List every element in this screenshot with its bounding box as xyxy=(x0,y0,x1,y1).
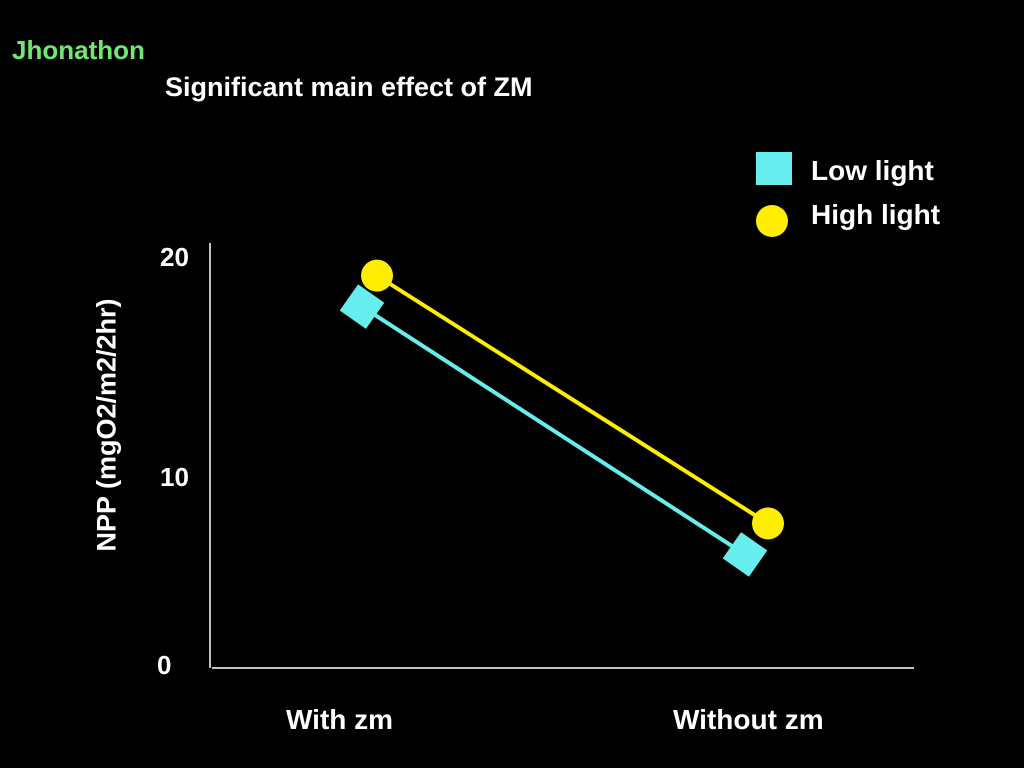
y-tick-label: 20 xyxy=(160,242,189,272)
x-tick-label: Without zm xyxy=(673,704,824,735)
chart-title: Significant main effect of ZM xyxy=(165,72,533,102)
legend-square-icon xyxy=(756,152,792,185)
data-point-low-light xyxy=(339,284,385,329)
x-tick-label: With zm xyxy=(286,704,394,735)
author-name: Jhonathon xyxy=(12,35,145,65)
data-point-high-light xyxy=(361,259,393,292)
y-tick-label: 0 xyxy=(157,650,172,680)
legend-label-high-light: High light xyxy=(811,199,941,230)
y-tick-label: 10 xyxy=(160,462,189,492)
data-point-high-light xyxy=(752,507,784,540)
series-layer xyxy=(339,259,784,577)
series-line-low-light xyxy=(360,304,747,557)
series-line-high-light xyxy=(375,273,770,526)
data-point-low-light xyxy=(722,532,768,577)
legend-label-low-light: Low light xyxy=(811,155,934,186)
legend-circle-icon xyxy=(756,205,788,237)
